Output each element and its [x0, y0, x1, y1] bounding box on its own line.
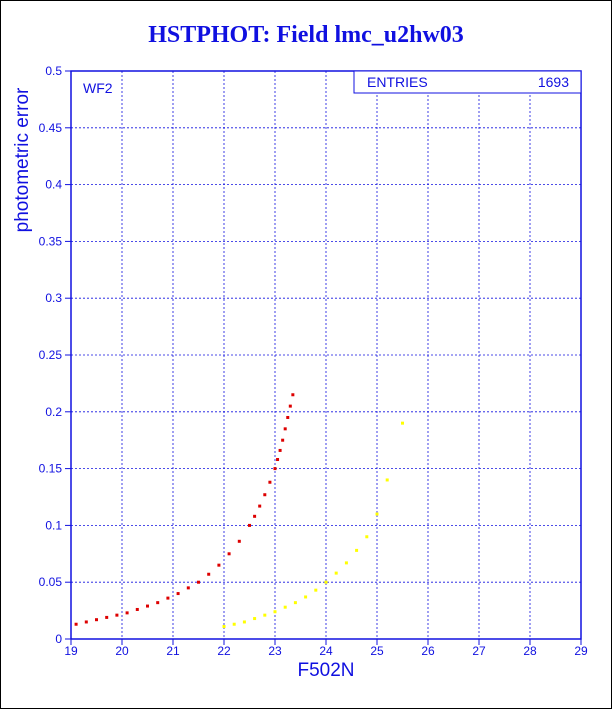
x-tick-label: 26	[421, 644, 435, 658]
red-data-point	[207, 572, 211, 576]
red-data-point	[105, 615, 109, 619]
stats-box: ENTRIES 1693	[353, 70, 582, 94]
y-tick-label: 0.05	[39, 575, 63, 589]
x-tick-label: 19	[64, 644, 78, 658]
x-tick-label: 25	[370, 644, 384, 658]
red-data-point	[166, 596, 170, 600]
red-data-point	[268, 480, 272, 484]
yellow-data-point	[232, 622, 236, 626]
y-tick-label: 0.15	[39, 462, 63, 476]
data-points	[74, 393, 404, 629]
red-data-point	[95, 618, 98, 622]
yellow-data-point	[324, 580, 328, 584]
red-data-point	[125, 611, 129, 615]
yellow-data-point	[314, 588, 318, 592]
red-data-point	[115, 613, 119, 617]
red-data-point	[84, 620, 88, 624]
y-tick-label: 0.3	[45, 291, 62, 305]
yellow-data-point	[365, 535, 369, 539]
stats-box-frame	[353, 70, 582, 94]
yellow-data-point	[283, 605, 287, 609]
yellow-data-point	[304, 595, 308, 599]
red-data-point	[286, 415, 290, 419]
x-tick-label: 21	[166, 644, 180, 658]
red-data-point	[291, 393, 295, 397]
x-tick-label: 29	[574, 644, 588, 658]
red-data-point	[283, 427, 287, 431]
yellow-data-point	[385, 478, 389, 482]
red-data-point	[273, 467, 277, 471]
grid-lines	[71, 71, 581, 639]
axis-ticks: 19 20 21 22 23 24 25 26 27 28 29 0 0.05 0.1 0.15 0.2 0.2…	[39, 64, 588, 658]
yellow-data-point	[344, 561, 348, 565]
red-data-point	[237, 539, 241, 543]
red-data-point	[281, 438, 285, 442]
red-data-point	[176, 592, 180, 596]
y-axis-label: photometric error	[12, 87, 33, 232]
yellow-data-point	[263, 613, 267, 617]
yellow-data-point	[273, 610, 277, 614]
x-tick-label: 27	[472, 644, 486, 658]
x-tick-label: 28	[523, 644, 537, 658]
yellow-data-point	[293, 601, 297, 605]
red-data-point	[288, 404, 292, 408]
chart-title: HSTPHOT: Field lmc_u2hw03	[148, 22, 464, 48]
red-data-point	[74, 622, 78, 626]
red-data-point	[197, 580, 200, 584]
red-data-point	[253, 514, 257, 518]
y-tick-label: 0.2	[45, 405, 62, 419]
yellow-data-point	[253, 617, 257, 621]
y-tick-label: 0.5	[45, 64, 62, 78]
y-tick-label: 0.4	[45, 178, 62, 192]
yellow-data-point	[222, 625, 226, 629]
x-axis-label: F502N	[297, 660, 354, 681]
panel-label: WF2	[83, 80, 113, 96]
red-data-point	[263, 493, 267, 497]
red-data-point	[135, 607, 139, 611]
yellow-data-point	[242, 620, 246, 624]
y-tick-label: 0	[55, 632, 62, 646]
x-tick-label: 22	[217, 644, 231, 658]
red-data-point	[156, 601, 160, 605]
red-data-point	[186, 586, 190, 590]
y-tick-label: 0.35	[39, 234, 63, 248]
red-data-point	[258, 504, 262, 508]
y-tick-label: 0.1	[45, 518, 62, 532]
x-tick-label: 23	[268, 644, 282, 658]
red-data-point	[227, 552, 231, 556]
stats-entries-value: 1693	[538, 74, 569, 90]
red-data-point	[276, 458, 280, 462]
red-data-point	[146, 604, 149, 608]
x-tick-label: 20	[115, 644, 129, 658]
red-data-point	[217, 563, 221, 567]
stats-entries-label: ENTRIES	[367, 74, 428, 90]
yellow-data-point	[401, 421, 404, 425]
red-data-point	[248, 523, 251, 527]
red-data-point	[278, 448, 282, 452]
y-tick-label: 0.45	[39, 121, 63, 135]
yellow-data-point	[375, 512, 379, 516]
x-tick-label: 24	[319, 644, 333, 658]
y-tick-label: 0.25	[39, 348, 63, 362]
yellow-data-point	[355, 548, 359, 552]
yellow-data-point	[334, 571, 338, 575]
